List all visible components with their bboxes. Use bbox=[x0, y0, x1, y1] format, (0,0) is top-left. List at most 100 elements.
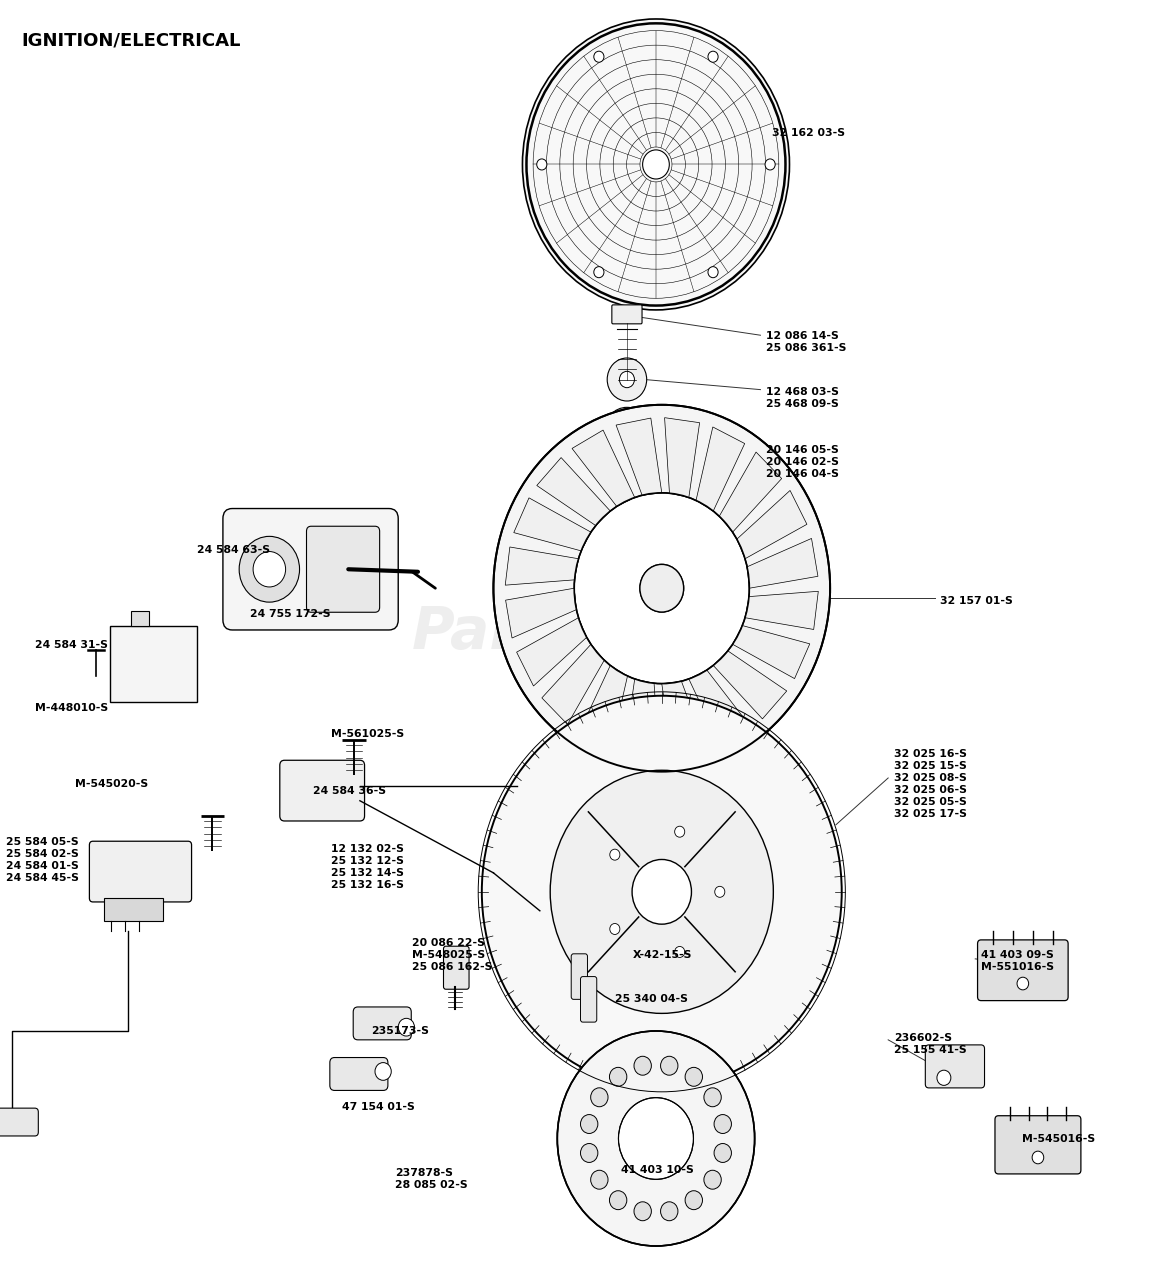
Circle shape bbox=[398, 1018, 414, 1036]
Polygon shape bbox=[713, 651, 787, 719]
Text: M-448010-S: M-448010-S bbox=[35, 703, 108, 713]
Polygon shape bbox=[720, 452, 781, 533]
Polygon shape bbox=[747, 539, 819, 588]
Circle shape bbox=[765, 159, 776, 170]
Circle shape bbox=[593, 51, 604, 62]
Text: 24 584 31-S: 24 584 31-S bbox=[35, 640, 108, 650]
Circle shape bbox=[675, 946, 685, 958]
Text: 25 584 05-S
25 584 02-S
24 584 01-S
24 584 45-S: 25 584 05-S 25 584 02-S 24 584 01-S 24 5… bbox=[6, 837, 79, 883]
Polygon shape bbox=[664, 417, 700, 497]
Circle shape bbox=[580, 1144, 598, 1163]
Circle shape bbox=[714, 1144, 731, 1163]
Circle shape bbox=[937, 1070, 951, 1085]
Polygon shape bbox=[536, 458, 611, 525]
Circle shape bbox=[536, 159, 547, 170]
Text: PartsTown: PartsTown bbox=[412, 603, 749, 662]
FancyBboxPatch shape bbox=[330, 1058, 388, 1090]
Circle shape bbox=[253, 552, 286, 587]
Text: X-42-15-S: X-42-15-S bbox=[633, 950, 692, 960]
Polygon shape bbox=[623, 679, 659, 759]
Text: 41 403 10-S: 41 403 10-S bbox=[621, 1165, 694, 1175]
Text: 25 340 04-S: 25 340 04-S bbox=[615, 994, 688, 1004]
FancyBboxPatch shape bbox=[307, 526, 380, 612]
Circle shape bbox=[685, 1068, 702, 1087]
FancyBboxPatch shape bbox=[612, 305, 642, 324]
Text: 32 157 01-S: 32 157 01-S bbox=[940, 596, 1014, 606]
Polygon shape bbox=[745, 591, 819, 630]
Text: M-561025-S: M-561025-S bbox=[331, 729, 404, 739]
Circle shape bbox=[708, 267, 719, 278]
FancyBboxPatch shape bbox=[131, 611, 149, 626]
Polygon shape bbox=[514, 498, 591, 550]
Polygon shape bbox=[572, 430, 635, 506]
FancyBboxPatch shape bbox=[89, 841, 192, 902]
Text: 12 086 14-S
25 086 361-S: 12 086 14-S 25 086 361-S bbox=[766, 330, 846, 353]
Polygon shape bbox=[505, 588, 577, 638]
Circle shape bbox=[610, 1190, 627, 1209]
Circle shape bbox=[482, 696, 842, 1088]
Circle shape bbox=[593, 267, 604, 278]
Circle shape bbox=[591, 1088, 608, 1107]
Circle shape bbox=[675, 826, 685, 837]
Text: IGNITION/ELECTRICAL: IGNITION/ELECTRICAL bbox=[21, 32, 240, 49]
Circle shape bbox=[640, 564, 684, 612]
Polygon shape bbox=[616, 417, 662, 496]
Text: 47 154 01-S: 47 154 01-S bbox=[342, 1102, 416, 1112]
Polygon shape bbox=[579, 665, 627, 749]
FancyBboxPatch shape bbox=[223, 509, 398, 630]
Circle shape bbox=[619, 1098, 693, 1179]
Text: M-545016-S: M-545016-S bbox=[1022, 1133, 1095, 1144]
FancyBboxPatch shape bbox=[110, 626, 197, 702]
Circle shape bbox=[714, 1114, 731, 1133]
Text: 236602-S
25 155 41-S: 236602-S 25 155 41-S bbox=[894, 1032, 967, 1055]
Text: 32 025 16-S
32 025 15-S
32 025 08-S
32 025 06-S
32 025 05-S
32 025 17-S: 32 025 16-S 32 025 15-S 32 025 08-S 32 0… bbox=[894, 749, 967, 820]
Circle shape bbox=[610, 1068, 627, 1087]
Circle shape bbox=[580, 1114, 598, 1133]
FancyBboxPatch shape bbox=[995, 1116, 1081, 1174]
Circle shape bbox=[557, 1031, 755, 1246]
FancyBboxPatch shape bbox=[444, 946, 469, 989]
Text: 24 584 63-S: 24 584 63-S bbox=[197, 545, 271, 555]
Circle shape bbox=[708, 51, 719, 62]
Polygon shape bbox=[737, 491, 807, 559]
FancyBboxPatch shape bbox=[978, 940, 1068, 1001]
Circle shape bbox=[643, 151, 669, 178]
Circle shape bbox=[715, 887, 724, 897]
Circle shape bbox=[640, 564, 684, 612]
Circle shape bbox=[610, 923, 620, 935]
Circle shape bbox=[614, 419, 640, 447]
Circle shape bbox=[239, 536, 300, 602]
Circle shape bbox=[607, 358, 647, 401]
Circle shape bbox=[661, 1202, 678, 1221]
Circle shape bbox=[1017, 977, 1029, 989]
Circle shape bbox=[620, 372, 634, 387]
Circle shape bbox=[610, 849, 620, 860]
Text: 235173-S: 235173-S bbox=[372, 1026, 430, 1036]
Circle shape bbox=[522, 19, 789, 310]
Text: 32 162 03-S: 32 162 03-S bbox=[772, 128, 845, 138]
FancyBboxPatch shape bbox=[925, 1045, 985, 1088]
Polygon shape bbox=[517, 617, 586, 686]
Text: 20 086 22-S
M-548025-S
25 086 162-S: 20 086 22-S M-548025-S 25 086 162-S bbox=[412, 939, 492, 972]
Circle shape bbox=[632, 859, 692, 925]
Polygon shape bbox=[697, 428, 744, 511]
Polygon shape bbox=[733, 626, 809, 678]
Text: 24 755 172-S: 24 755 172-S bbox=[250, 608, 330, 619]
Polygon shape bbox=[662, 681, 707, 759]
FancyBboxPatch shape bbox=[353, 1007, 411, 1040]
FancyBboxPatch shape bbox=[571, 954, 587, 999]
Text: 24 584 36-S: 24 584 36-S bbox=[313, 786, 387, 796]
Text: 20 146 05-S
20 146 02-S
20 146 04-S: 20 146 05-S 20 146 02-S 20 146 04-S bbox=[766, 445, 839, 478]
Polygon shape bbox=[542, 644, 604, 725]
Text: 41 403 09-S
M-551016-S: 41 403 09-S M-551016-S bbox=[981, 950, 1054, 973]
Circle shape bbox=[634, 1202, 651, 1221]
FancyBboxPatch shape bbox=[0, 1108, 38, 1136]
Circle shape bbox=[575, 493, 749, 683]
Circle shape bbox=[620, 425, 634, 440]
Polygon shape bbox=[688, 670, 751, 746]
Circle shape bbox=[493, 405, 830, 772]
Circle shape bbox=[685, 1190, 702, 1209]
Circle shape bbox=[591, 1170, 608, 1189]
Text: 12 468 03-S
25 468 09-S: 12 468 03-S 25 468 09-S bbox=[766, 387, 839, 410]
Text: 12 132 02-S
25 132 12-S
25 132 14-S
25 132 16-S: 12 132 02-S 25 132 12-S 25 132 14-S 25 1… bbox=[331, 844, 404, 889]
